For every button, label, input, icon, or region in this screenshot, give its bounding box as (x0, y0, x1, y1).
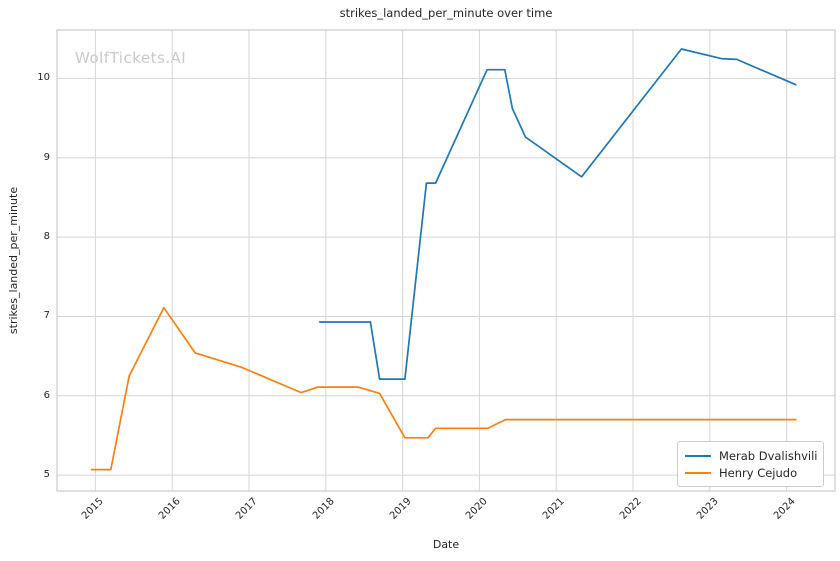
y-tick-label: 5 (43, 469, 50, 481)
series-line-0 (318, 48, 797, 380)
legend-line-merab-dvalishvili (685, 454, 711, 457)
y-tick-label: 8 (43, 231, 50, 243)
series-line-1 (90, 306, 797, 471)
legend-item-henry-cejudo: Henry Cejudo (685, 464, 815, 481)
x-axis-label: Date (432, 538, 460, 551)
chart-title: strikes_landed_per_minute over time (339, 6, 553, 20)
watermark: WolfTickets.AI (75, 49, 187, 67)
y-tick-label: 6 (43, 389, 50, 401)
plot-border (56, 29, 836, 492)
legend: Merab Dvalishvili Henry Cejudo (677, 441, 824, 487)
y-tick-label: 9 (43, 151, 50, 163)
y-tick-label: 10 (37, 72, 50, 84)
legend-label-henry-cejudo: Henry Cejudo (719, 465, 798, 480)
legend-label-merab-dvalishvili: Merab Dvalishvili (719, 448, 818, 463)
legend-item-merab-dvalishvili: Merab Dvalishvili (685, 447, 818, 464)
legend-line-henry-cejudo (685, 471, 711, 474)
y-tick-label: 7 (43, 310, 50, 322)
